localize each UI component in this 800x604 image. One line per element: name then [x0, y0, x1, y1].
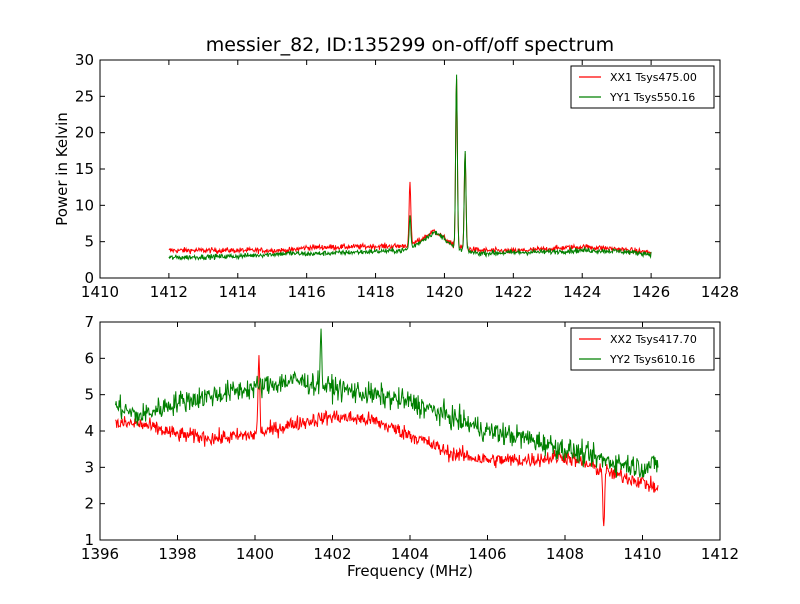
legend-label: XX2 Tsys417.70 — [610, 333, 697, 346]
legend-label: YY1 Tsys550.16 — [609, 91, 695, 104]
legend-box — [570, 65, 715, 109]
x-tick-label: 1396 — [81, 545, 119, 563]
legend: XX2 Tsys417.70 YY2 Tsys610.16 — [570, 327, 715, 371]
x-tick-label: 1424 — [563, 283, 601, 301]
x-tick-label: 1418 — [356, 283, 394, 301]
y-tick-label: 3 — [84, 458, 94, 476]
y-tick-label: 25 — [75, 87, 94, 105]
y-tick-label: 1 — [84, 531, 94, 549]
y-tick-label: 6 — [84, 349, 94, 367]
series-line-1 — [115, 355, 659, 527]
panel-2: 1396 1398 1400 1402 1404 1406 1408 1410 1412 1 2 3 4… — [81, 313, 739, 580]
y-tick-label: 20 — [75, 124, 94, 142]
chart-title: messier_82, ID:135299 on-off/off spectru… — [205, 34, 615, 56]
legend-label: YY2 Tsys610.16 — [609, 353, 695, 366]
x-tick-label: 1412 — [701, 545, 739, 563]
x-tick-label: 1426 — [632, 283, 670, 301]
x-tick-label: 1406 — [468, 545, 506, 563]
x-tick-label: 1416 — [288, 283, 326, 301]
x-tick-label: 1420 — [425, 283, 463, 301]
series-line-2 — [168, 74, 652, 261]
x-tick-label: 1410 — [623, 545, 661, 563]
x-tick-label: 1428 — [701, 283, 739, 301]
x-tick-label: 1410 — [81, 283, 119, 301]
x-tick-label: 1398 — [158, 545, 196, 563]
y-tick-label: 7 — [84, 313, 94, 331]
legend-box — [570, 327, 715, 371]
x-tick-label: 1404 — [391, 545, 429, 563]
y-tick-label: 4 — [84, 422, 94, 440]
y-tick-label: 30 — [75, 51, 94, 69]
y-tick-label: 5 — [84, 386, 94, 404]
series-line-2 — [115, 328, 659, 478]
x-tick-label: 1402 — [313, 545, 351, 563]
x-tick-label: 1408 — [546, 545, 584, 563]
x-tick-label: 1414 — [219, 283, 257, 301]
panel-1: 1410 1412 1414 1416 1418 1420 1422 1424 1426 1428… — [53, 51, 739, 301]
y-tick-label: 15 — [75, 160, 94, 178]
y-axis-label: Power in Kelvin — [53, 112, 71, 226]
y-tick-label: 2 — [84, 495, 94, 513]
y-tick-label: 5 — [84, 233, 94, 251]
x-tick-label: 1400 — [236, 545, 274, 563]
y-tick-label: 0 — [84, 269, 94, 287]
x-axis-label: Frequency (MHz) — [347, 562, 473, 580]
x-tick-label: 1412 — [150, 283, 188, 301]
legend-label: XX1 Tsys475.00 — [610, 71, 697, 84]
legend: XX1 Tsys475.00 YY1 Tsys550.16 — [570, 65, 715, 109]
y-tick-label: 10 — [75, 196, 94, 214]
x-tick-label: 1422 — [494, 283, 532, 301]
